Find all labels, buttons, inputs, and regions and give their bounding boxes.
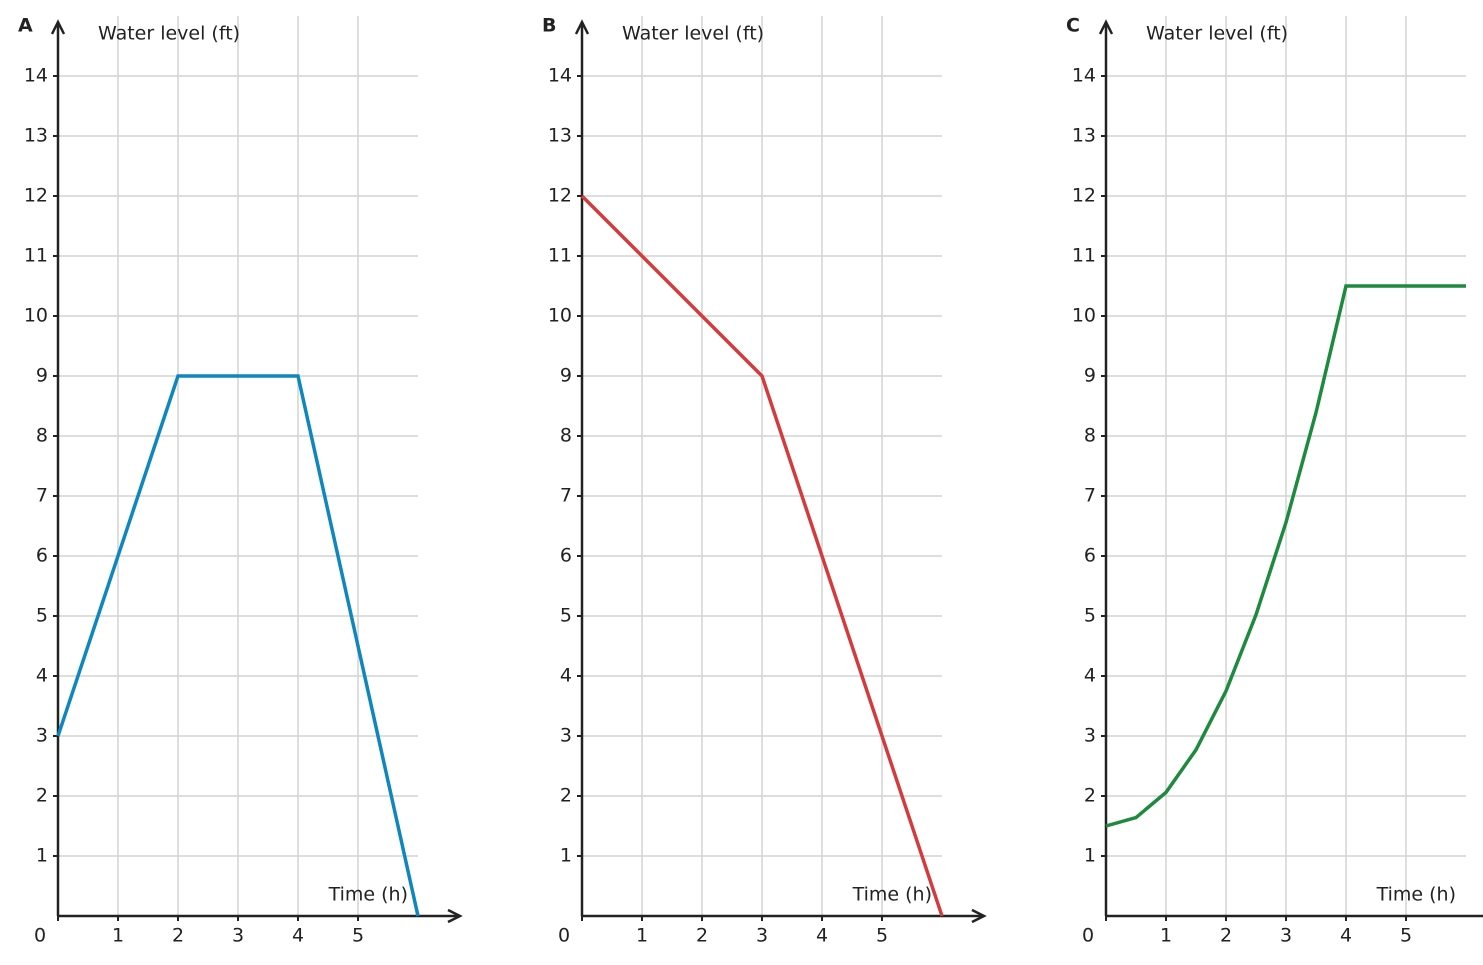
y-tick-label: 3	[1084, 725, 1096, 747]
y-tick-label: 7	[36, 485, 48, 507]
y-tick-label: 13	[24, 125, 48, 147]
panel-label: C	[1066, 15, 1080, 37]
x-tick-label: 1	[636, 925, 648, 947]
y-tick-label: 13	[1072, 125, 1096, 147]
x-tick-label: 4	[1340, 925, 1352, 947]
y-axis-label: Water level (ft)	[622, 23, 764, 45]
y-tick-label: 2	[560, 785, 572, 807]
y-tick-label: 3	[36, 725, 48, 747]
x-tick-label: 0	[558, 925, 570, 947]
y-tick-label: 4	[1084, 665, 1096, 687]
panel-label: A	[18, 15, 33, 37]
y-tick-label: 12	[1072, 185, 1096, 207]
y-tick-label: 7	[560, 485, 572, 507]
y-tick-label: 11	[1072, 245, 1096, 267]
x-tick-label: 4	[292, 925, 304, 947]
x-tick-label: 2	[696, 925, 708, 947]
x-axis-arrow	[971, 908, 987, 924]
x-tick-label: 1	[1160, 925, 1172, 947]
x-tick-label: 5	[876, 925, 888, 947]
y-tick-label: 1	[36, 845, 48, 867]
y-tick-label: 13	[548, 125, 572, 147]
y-tick-label: 2	[1084, 785, 1096, 807]
y-tick-label: 10	[1072, 305, 1096, 327]
y-tick-label: 9	[1084, 365, 1096, 387]
data-line	[56, 374, 420, 917]
x-tick-label: 3	[232, 925, 244, 947]
x-tick-label: 2	[172, 925, 184, 947]
x-tick-label: 1	[112, 925, 124, 947]
y-tick-label: 6	[36, 545, 48, 567]
y-axis-arrow	[574, 19, 590, 35]
x-tick-label: 4	[816, 925, 828, 947]
y-tick-label: 11	[24, 245, 48, 267]
y-tick-label: 8	[560, 425, 572, 447]
x-axis-label: Time (h)	[1376, 884, 1456, 906]
y-tick-label: 5	[1084, 605, 1096, 627]
y-tick-label: 14	[1072, 65, 1096, 87]
x-tick-label: 5	[1400, 925, 1412, 947]
y-tick-label: 4	[560, 665, 572, 687]
y-axis-label: Water level (ft)	[1146, 23, 1288, 45]
x-tick-label: 0	[1082, 925, 1094, 947]
x-axis-label: Time (h)	[852, 884, 932, 906]
y-tick-label: 7	[1084, 485, 1096, 507]
y-tick-label: 8	[36, 425, 48, 447]
y-tick-label: 9	[36, 365, 48, 387]
y-tick-label: 10	[24, 305, 48, 327]
y-tick-label: 5	[36, 605, 48, 627]
y-tick-label: 9	[560, 365, 572, 387]
y-tick-label: 3	[560, 725, 572, 747]
y-tick-label: 1	[560, 845, 572, 867]
y-tick-label: 6	[560, 545, 572, 567]
y-tick-label: 12	[548, 185, 572, 207]
panel-label: B	[542, 15, 556, 37]
y-tick-label: 1	[1084, 845, 1096, 867]
data-line	[1105, 284, 1466, 828]
x-axis-label: Time (h)	[328, 884, 408, 906]
x-axis-arrow	[447, 908, 463, 924]
y-tick-label: 6	[1084, 545, 1096, 567]
x-tick-label: 3	[1280, 925, 1292, 947]
y-tick-label: 12	[24, 185, 48, 207]
y-tick-label: 8	[1084, 425, 1096, 447]
x-tick-label: 0	[34, 925, 46, 947]
x-tick-label: 5	[352, 925, 364, 947]
y-tick-label: 4	[36, 665, 48, 687]
y-tick-label: 10	[548, 305, 572, 327]
data-line	[580, 194, 944, 917]
y-axis-arrow	[1098, 19, 1114, 35]
y-axis-label: Water level (ft)	[98, 23, 240, 45]
y-tick-label: 5	[560, 605, 572, 627]
y-tick-label: 14	[24, 65, 48, 87]
y-tick-label: 14	[548, 65, 572, 87]
x-tick-label: 3	[756, 925, 768, 947]
y-axis-arrow	[50, 19, 66, 35]
y-tick-label: 11	[548, 245, 572, 267]
x-tick-label: 2	[1220, 925, 1232, 947]
y-tick-label: 2	[36, 785, 48, 807]
